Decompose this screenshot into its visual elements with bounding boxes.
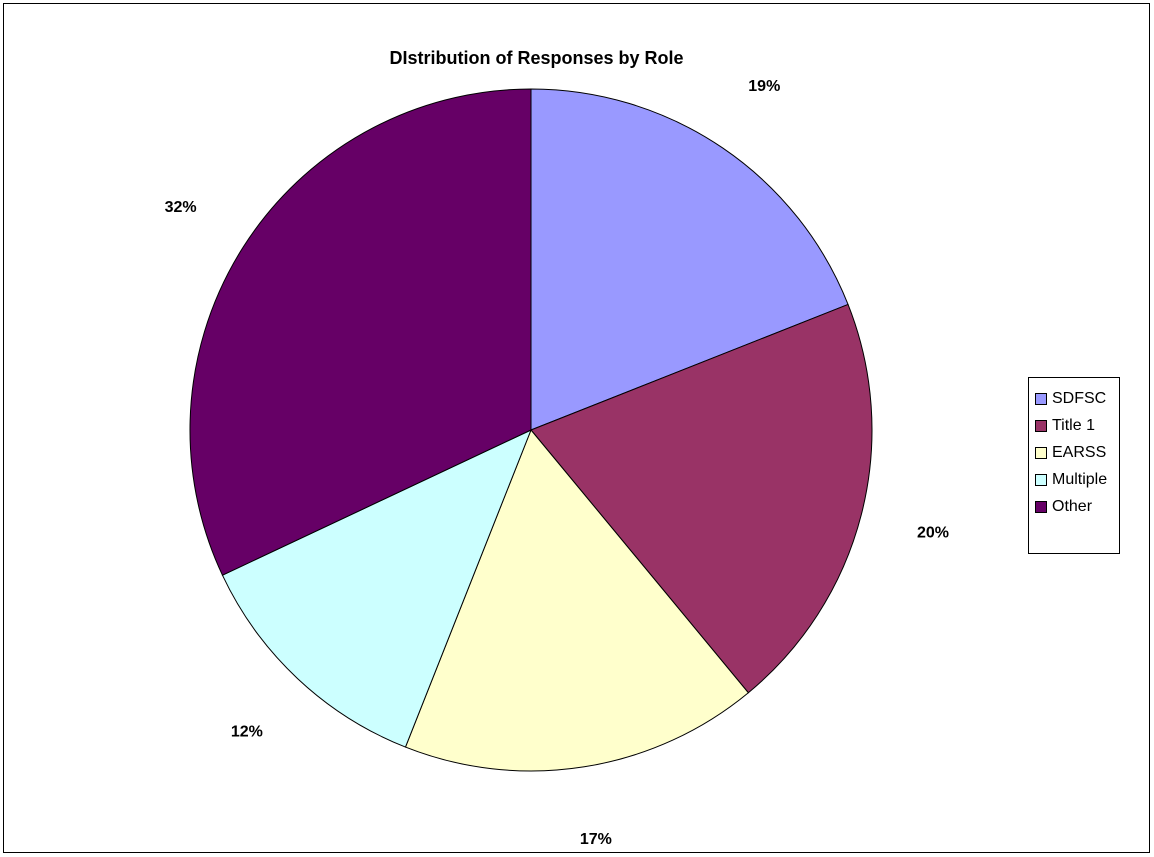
data-label-sdfsc: 19% <box>748 78 780 95</box>
data-label-other: 32% <box>165 199 197 216</box>
pie-slice-earss <box>404 429 750 772</box>
legend-label-multiple: Multiple <box>1052 471 1108 489</box>
legend-swatch-multiple <box>1035 474 1047 487</box>
legend-item-other: Other <box>1035 494 1119 521</box>
pie-slice-other <box>189 88 532 576</box>
chart-area: DIstribution of Responses by Role 19% 20%… <box>3 3 1150 853</box>
data-label-multiple: 12% <box>231 724 263 741</box>
legend-label-title-1: Title 1 <box>1052 416 1095 434</box>
legend-item-title-1: Title 1 <box>1035 412 1119 439</box>
pie-slice-multiple <box>221 429 532 748</box>
pie-slice-title-1 <box>530 303 873 694</box>
legend-label-sdfsc: SDFSC <box>1052 389 1107 407</box>
data-label-title-1: 20% <box>917 524 949 541</box>
legend-item-sdfsc: SDFSC <box>1035 385 1119 412</box>
chart-title: DIstribution of Responses by Role <box>389 48 684 68</box>
legend-swatch-earss <box>1035 446 1047 459</box>
data-label-earss: 17% <box>580 831 612 848</box>
legend-swatch-sdfsc <box>1035 392 1047 405</box>
legend-label-other: Other <box>1052 498 1093 516</box>
legend-item-earss: EARSS <box>1035 439 1119 466</box>
legend-swatch-other <box>1035 501 1047 514</box>
legend-label-earss: EARSS <box>1052 443 1107 461</box>
legend: SDFSC Title 1 EARSS Multiple Other <box>1028 377 1120 554</box>
legend-swatch-title-1 <box>1035 419 1047 432</box>
pie-slice-sdfsc <box>530 88 849 431</box>
legend-item-multiple: Multiple <box>1035 467 1119 494</box>
pie-chart: 19% 20% 17% 12% 32% <box>165 78 949 848</box>
